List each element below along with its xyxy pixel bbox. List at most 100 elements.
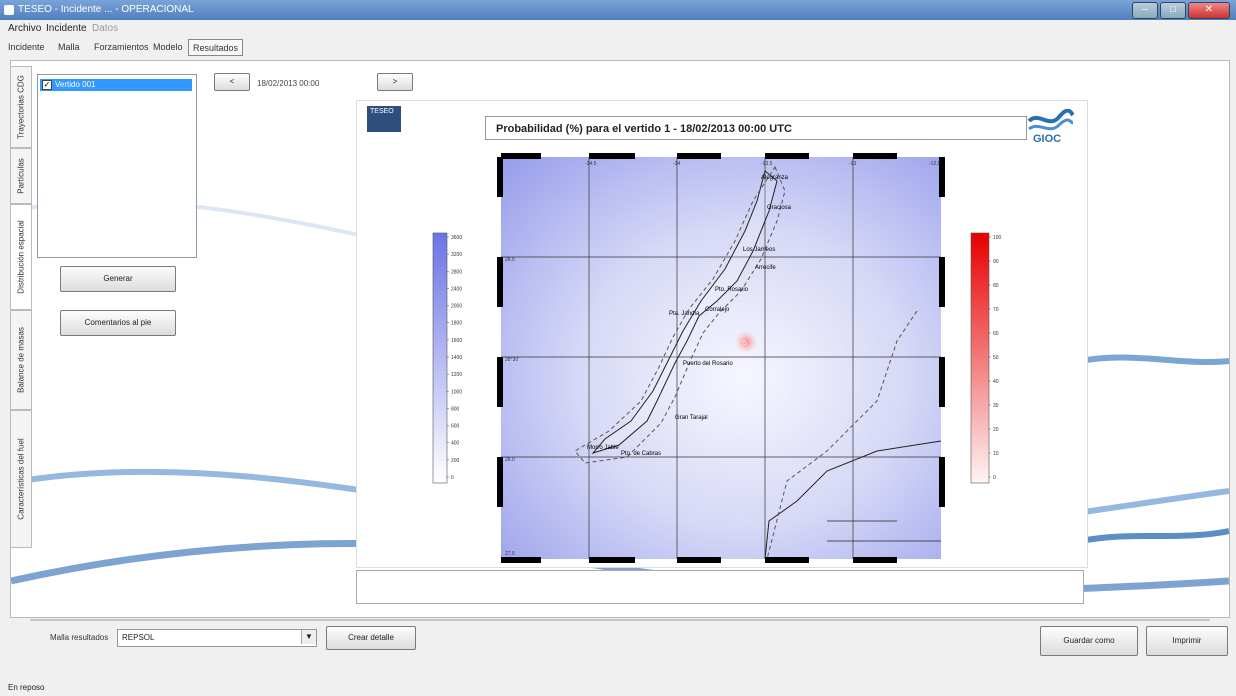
mesh-results-select[interactable]: REPSOL ▼ <box>117 629 317 647</box>
island-coastline <box>591 170 778 454</box>
place-label: Pto. de Cabras <box>621 451 661 457</box>
window-title: TESEO - Incidente ... - OPERACIONAL <box>18 4 194 15</box>
scale-label: 1400 <box>451 355 462 361</box>
scale-label: 20 <box>993 427 999 433</box>
side-tab-distribucion[interactable]: Distribución espacial <box>10 204 32 310</box>
scale-label: 30 <box>993 403 999 409</box>
create-detail-button[interactable]: Crear detalle <box>326 626 416 650</box>
side-tabs: Trayectorias CDG Partículas Distribución… <box>10 66 32 548</box>
place-label: Pta. Jandía <box>669 311 700 317</box>
menu-incidente[interactable]: Incidente <box>46 23 87 34</box>
scale-label: 3200 <box>451 252 462 258</box>
place-label: Morro Jable <box>587 445 619 451</box>
side-tab-trayectorias[interactable]: Trayectorias CDG <box>10 66 32 148</box>
scale-label: 2000 <box>451 304 462 310</box>
lon-label: -14 <box>673 161 680 167</box>
scale-label: 0 <box>993 475 996 481</box>
scale-label: 100 <box>993 235 1002 241</box>
tab-malla[interactable]: Malla <box>58 42 80 52</box>
lat-label: 27.5 <box>505 551 515 557</box>
side-tab-particulas[interactable]: Partículas <box>10 148 32 204</box>
tab-forzamientos[interactable]: Forzamientos <box>94 42 149 52</box>
tab-incidente[interactable]: Incidente <box>8 42 45 52</box>
bathymetry-line <box>574 165 786 464</box>
save-as-button[interactable]: Guardar como <box>1040 626 1138 656</box>
checkbox[interactable]: ✓ <box>42 79 52 90</box>
map-frame-ticks <box>497 153 945 563</box>
close-icon[interactable]: ✕ <box>1188 2 1230 19</box>
place-label: Gran Tarajal <box>675 415 708 421</box>
list-item[interactable]: ✓ Vertido 001 <box>40 79 192 91</box>
scale-label: 60 <box>993 331 999 337</box>
title-bar: TESEO - Incidente ... - OPERACIONAL – □ … <box>0 0 1236 20</box>
teseo-logo: TESEO <box>367 106 401 132</box>
lat-label: 28.0 <box>505 457 515 463</box>
scale-label: 1800 <box>451 321 462 327</box>
scale-label: 1600 <box>451 338 462 344</box>
scale-label: 70 <box>993 307 999 313</box>
place-labels: Alegranza Graciosa Los Jameos Arrecife P… <box>587 175 792 457</box>
status-text: En reposo <box>8 683 45 692</box>
coast-detail <box>827 520 941 542</box>
place-label: Graciosa <box>767 205 792 211</box>
date-label: 18/02/2013 00:00 <box>257 79 320 88</box>
mesh-results-value: REPSOL <box>122 633 155 642</box>
place-label: Pto. Rosario <box>715 287 749 293</box>
probability-map-panel: TESEO GIOC Probabilidad (%) para el vert… <box>356 100 1088 568</box>
place-label: Arrecife <box>755 265 776 271</box>
menu-bar: Archivo Incidente Datos <box>0 22 1236 36</box>
menu-archivo[interactable]: Archivo <box>8 23 42 34</box>
spill-listbox[interactable]: ✓ Vertido 001 <box>37 74 197 258</box>
scale-label: 10 <box>993 451 999 457</box>
scale-label: 40 <box>993 379 999 385</box>
lon-label: -13.5 <box>761 161 773 167</box>
gioc-logo: GIOC <box>1025 108 1075 145</box>
status-bar: En reposo <box>0 680 1236 696</box>
african-bathymetry <box>766 310 918 560</box>
scale-label: 1000 <box>451 389 462 395</box>
lon-label: -12.5 <box>929 161 941 167</box>
chevron-down-icon[interactable]: ▼ <box>301 630 316 644</box>
divider <box>30 619 1210 621</box>
mesh-results-label: Malla resultados <box>50 633 109 642</box>
main-tabs: Incidente Malla Forzamientos Modelo Resu… <box>0 36 1236 58</box>
menu-datos[interactable]: Datos <box>92 23 119 34</box>
scale-label: 800 <box>451 406 460 412</box>
scale-label: 600 <box>451 424 460 430</box>
maximize-icon[interactable]: □ <box>1160 2 1186 19</box>
african-coast <box>764 440 942 560</box>
scale-label: 0 <box>451 475 454 481</box>
map-area <box>501 157 941 559</box>
side-tab-caracteristicas[interactable]: Características del fuel <box>10 410 32 548</box>
depth-colorbar <box>432 232 448 484</box>
lon-label: -14.5 <box>585 161 597 167</box>
scale-label: 2800 <box>451 269 462 275</box>
axis-labels: 28.5 28°30' 28.0 27.5 -14.5 -14 -13.5 -1… <box>505 161 941 557</box>
probability-spot-label: 5 <box>743 340 747 347</box>
map-grid <box>501 157 941 559</box>
side-tab-balance[interactable]: Balance de masas <box>10 310 32 410</box>
scale-label: 80 <box>993 283 999 289</box>
place-label: Alegranza <box>761 175 789 181</box>
tab-resultados[interactable]: Resultados <box>188 39 244 56</box>
scale-label: 200 <box>451 458 460 464</box>
scale-label: 2400 <box>451 286 462 292</box>
prev-button[interactable]: < <box>214 73 250 91</box>
tab-modelo[interactable]: Modelo <box>153 42 183 52</box>
minimize-icon[interactable]: – <box>1132 2 1158 19</box>
list-item-label: Vertido 001 <box>55 80 96 89</box>
scale-label: 50 <box>993 355 999 361</box>
caption-textbox[interactable] <box>356 570 1084 604</box>
generate-button[interactable]: Generar <box>60 266 176 292</box>
footer-comments-button[interactable]: Comentarios al pie <box>60 310 176 336</box>
probability-map: 5 Alegranza Graciosa Los Jameos Arrecife… <box>432 153 1002 563</box>
scale-label: 90 <box>993 259 999 265</box>
lon-label: -13 <box>849 161 856 167</box>
next-button[interactable]: > <box>377 73 413 91</box>
place-label: Puerto del Rosario <box>683 361 733 367</box>
place-label: Corralejo <box>705 307 730 313</box>
print-button[interactable]: Imprimir <box>1146 626 1228 656</box>
scale-label: 400 <box>451 441 460 447</box>
scale-label: 3600 <box>451 235 462 241</box>
